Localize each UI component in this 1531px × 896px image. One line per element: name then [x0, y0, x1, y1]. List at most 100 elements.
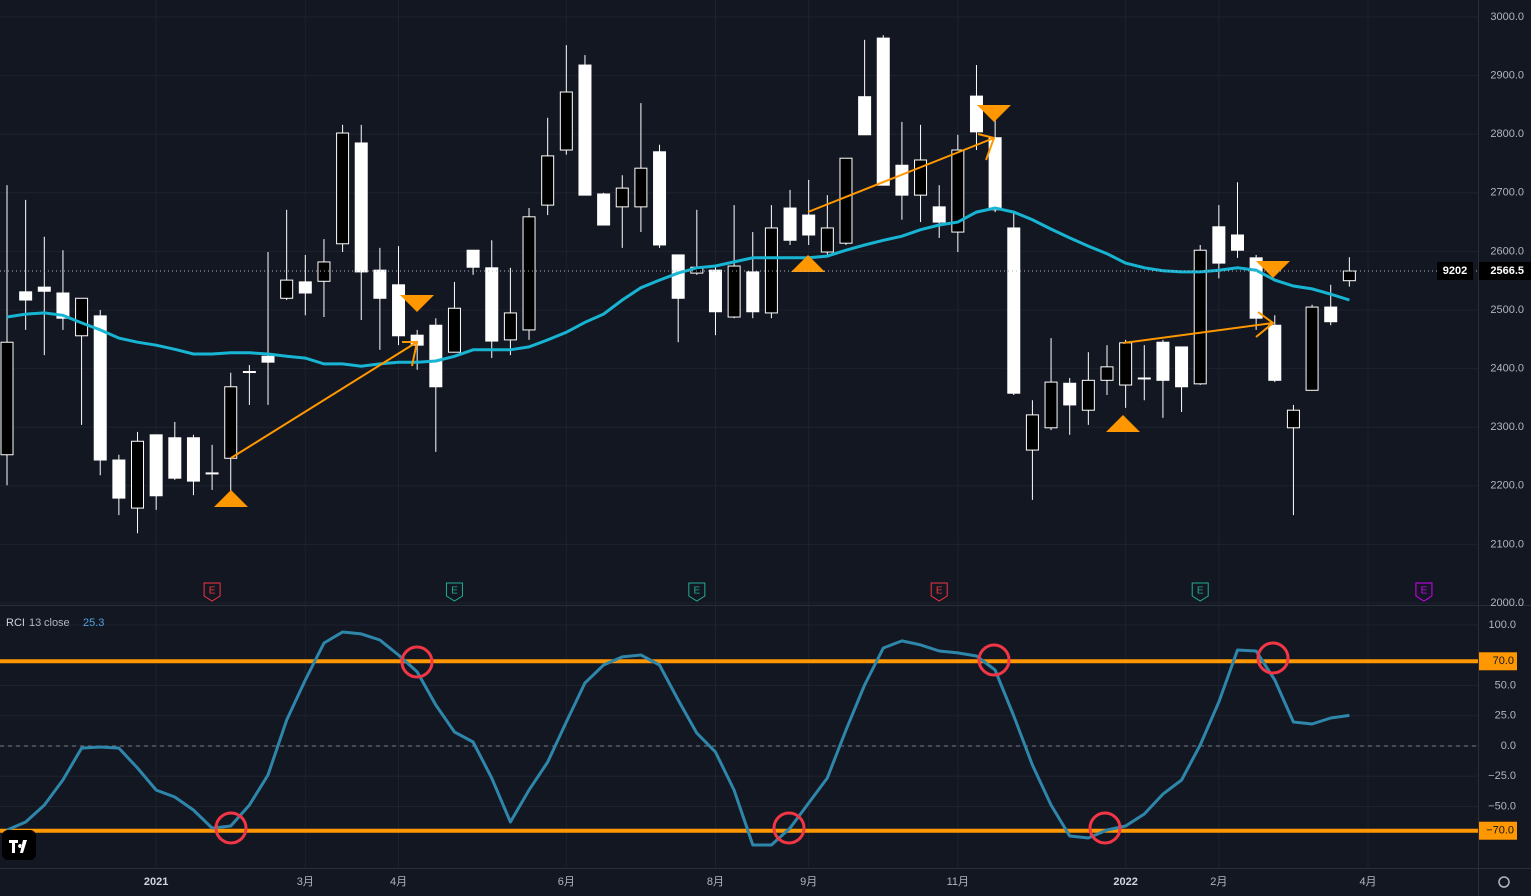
- candle-body: [708, 269, 722, 313]
- y-tick-label: −50.0: [1488, 800, 1516, 812]
- moving-average: [6, 206, 1350, 368]
- trend-arrow: [807, 137, 995, 213]
- candle-body: [186, 437, 200, 482]
- candle-body: [932, 206, 946, 223]
- x-tick-label: 9月: [800, 876, 817, 888]
- candle-body: [1175, 346, 1189, 388]
- y-tick-label: −25.0: [1488, 770, 1516, 782]
- y-tick-label: 25.0: [1495, 710, 1516, 722]
- candle-body: [1212, 226, 1226, 264]
- logo-glyph: [9, 840, 27, 853]
- arrow-head: [1255, 311, 1275, 338]
- candle-body: [559, 91, 573, 151]
- settings-icon[interactable]: [1498, 876, 1510, 888]
- x-tick-label: 2021: [144, 876, 168, 888]
- candle-body: [447, 307, 461, 353]
- candle-body: [671, 254, 685, 299]
- candle-body: [951, 149, 965, 233]
- earnings-label: E: [451, 586, 458, 597]
- indicator-name: RCI: [6, 617, 25, 629]
- signal-circle: [214, 811, 248, 845]
- sell-marker: [400, 295, 434, 312]
- level-label: 70.0: [1493, 655, 1514, 667]
- signal-circle: [1088, 811, 1122, 845]
- x-tick-label: 2022: [1113, 876, 1137, 888]
- price-label: 2566.5: [1490, 265, 1524, 277]
- candle-body: [354, 142, 368, 273]
- gear[interactable]: [1498, 876, 1510, 888]
- earnings-marker: [1415, 582, 1433, 602]
- candle-body: [373, 269, 387, 299]
- indicator-source: close: [44, 617, 70, 629]
- candle-body: [522, 216, 536, 331]
- level-label: −70.0: [1486, 825, 1514, 837]
- signal-circle: [1256, 641, 1290, 675]
- earnings-label: E: [936, 586, 943, 597]
- candle-body: [56, 292, 70, 319]
- candle-body: [224, 386, 238, 459]
- candle-body: [466, 249, 480, 268]
- candle-body: [1025, 414, 1039, 451]
- signal-circle: [400, 645, 434, 679]
- earnings-label: E: [1421, 586, 1428, 597]
- candle-body: [1119, 342, 1133, 386]
- signal-circle: [772, 811, 806, 845]
- candle-body: [1342, 270, 1356, 282]
- earnings-label: E: [1197, 586, 1204, 597]
- candle-body: [1230, 234, 1244, 251]
- candle-body: [75, 297, 89, 337]
- logo: [2, 830, 36, 860]
- y-tick-label: 2100.0: [1490, 538, 1524, 550]
- candle-body: [242, 371, 256, 374]
- signal-circle: [977, 643, 1011, 677]
- candle-body: [485, 267, 499, 342]
- candle-body: [37, 286, 51, 292]
- candle-body: [112, 459, 126, 499]
- candle-body: [19, 291, 33, 301]
- arrow-head: [402, 341, 419, 367]
- candle-body: [1137, 377, 1151, 380]
- candle-body: [280, 279, 294, 299]
- candle-body: [615, 187, 629, 208]
- y-tick-label: 2900.0: [1490, 70, 1524, 82]
- y-tick-label: 2200.0: [1490, 480, 1524, 492]
- x-tick-label: 11月: [947, 876, 969, 888]
- y-tick-label: 2700.0: [1490, 187, 1524, 199]
- earnings-label: E: [693, 586, 700, 597]
- candle-body: [1156, 341, 1170, 381]
- indicator-value: 25.3: [83, 617, 104, 629]
- trend-arrow: [1122, 322, 1274, 344]
- earnings-marker: [930, 582, 948, 602]
- buy-marker: [1106, 415, 1140, 432]
- candle-body: [149, 434, 163, 497]
- candle-body: [969, 95, 983, 133]
- candle-body: [783, 207, 797, 241]
- y-tick-label: 50.0: [1495, 679, 1516, 691]
- candle-body: [392, 284, 406, 337]
- buy-marker: [214, 490, 248, 507]
- candle-body: [429, 324, 443, 388]
- y-tick-label: 2000.0: [1490, 597, 1524, 609]
- level-box: [1479, 821, 1517, 840]
- candle-body: [1044, 381, 1058, 429]
- y-tick-label: 2600.0: [1490, 245, 1524, 257]
- y-tick-label: 2800.0: [1490, 128, 1524, 140]
- candle-body: [1063, 382, 1077, 406]
- sell-marker: [977, 105, 1011, 122]
- candle-body: [317, 261, 331, 282]
- candle-body: [746, 271, 760, 313]
- y-tick-label: 2300.0: [1490, 421, 1524, 433]
- candle-body: [1081, 379, 1095, 411]
- candle-body: [839, 157, 853, 244]
- candle-body: [1100, 366, 1114, 381]
- price-box: [1479, 262, 1531, 281]
- y-tick-label: 100.0: [1488, 619, 1516, 631]
- candle-body: [1193, 249, 1207, 385]
- level-box: [1479, 652, 1517, 671]
- annotations: [214, 105, 1290, 845]
- symbol-box: [1437, 262, 1473, 281]
- candle-body: [802, 214, 816, 236]
- candle-body: [93, 315, 107, 461]
